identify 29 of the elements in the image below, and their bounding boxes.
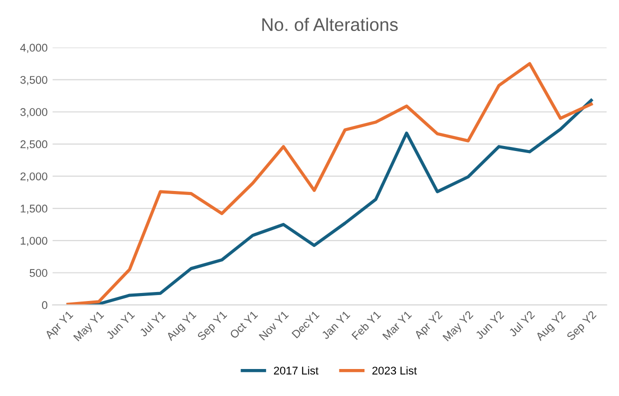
x-tick-label: Sep Y1 — [196, 310, 229, 342]
x-tick-label: Jun Y2 — [474, 310, 504, 340]
x-tick-label: Oct Y1 — [229, 310, 258, 340]
y-tick-label: 500 — [30, 269, 48, 277]
y-tick-label: 4,000 — [20, 44, 48, 53]
x-tick-label: Mar Y1 — [382, 310, 412, 340]
x-tick-label: Aug Y2 — [535, 310, 568, 343]
y-tick-label: 1,500 — [20, 204, 48, 214]
line-series — [66, 62, 593, 305]
x-tick-label: May Y1 — [73, 310, 106, 343]
x-tick-label: Jul Y1 — [138, 310, 166, 338]
y-tick-label: 2,000 — [20, 172, 48, 182]
x-tick-label: Sep Y2 — [566, 310, 598, 342]
legend-label: 2017 List — [274, 366, 318, 375]
y-tick-label: 2,500 — [20, 140, 48, 150]
y-tick-label: 3,500 — [20, 76, 48, 86]
x-tick-label: Feb Y1 — [351, 310, 382, 340]
y-tick-label: 1,000 — [20, 236, 48, 246]
legend-label: 2023 List — [372, 366, 417, 375]
x-tick-label: Jun Y1 — [106, 310, 135, 340]
chart-title: No. of Alterations — [262, 18, 398, 32]
x-tick-label: Nov Y1 — [258, 310, 289, 341]
x-tick-label: Jan Y1 — [321, 310, 350, 340]
x-tick-label: May Y2 — [442, 310, 476, 343]
y-tick-label: 0 — [42, 301, 48, 310]
y-tick-label: 3,000 — [20, 108, 48, 118]
x-tick-label: Apr Y1 — [44, 310, 75, 341]
x-tick-label: Aug Y1 — [166, 310, 198, 343]
x-tick-label: Jul Y2 — [508, 310, 536, 338]
